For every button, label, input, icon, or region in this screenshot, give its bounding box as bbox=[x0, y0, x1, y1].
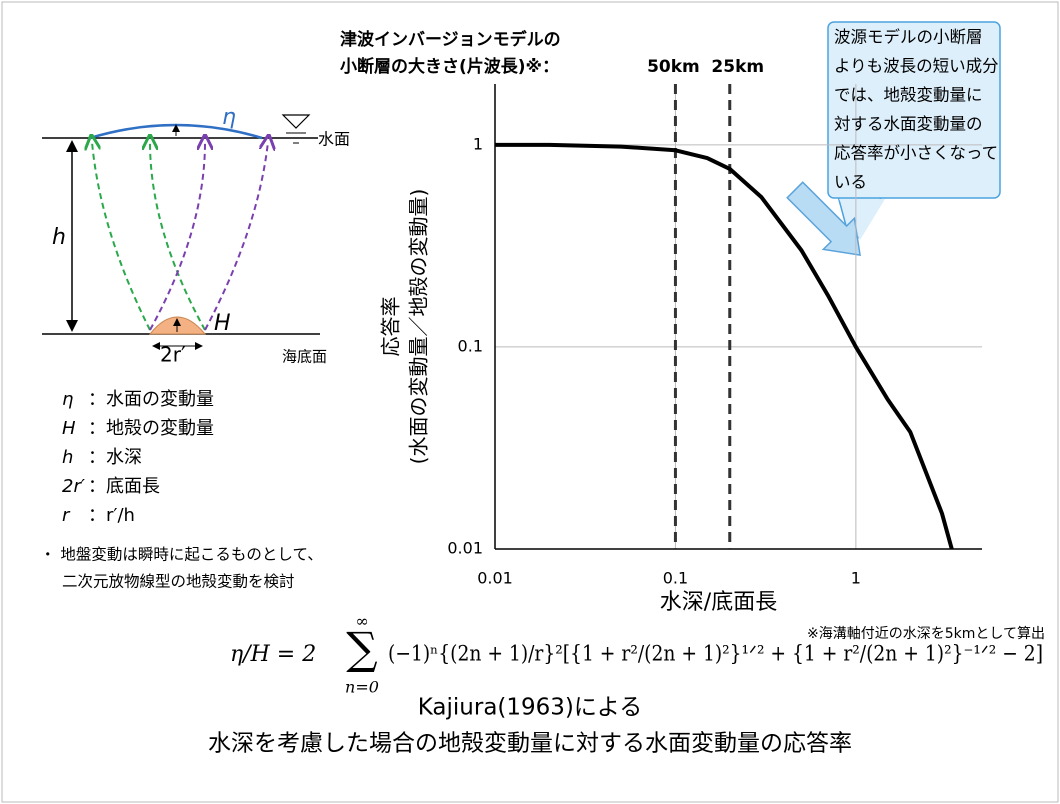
legend-text: ：水深 bbox=[88, 447, 142, 468]
surface-symbol bbox=[281, 114, 311, 129]
ray bbox=[150, 142, 206, 331]
h-amp-label: H bbox=[214, 311, 231, 336]
chart-title: 小断層の大きさ(片波長)※： bbox=[340, 56, 559, 77]
trend-arrow bbox=[786, 181, 861, 256]
x-tick-label: 0.01 bbox=[477, 569, 513, 588]
callout-text: では、地殻変動量に bbox=[834, 86, 983, 105]
legend-text: ：水面の変動量 bbox=[88, 389, 214, 410]
diagram bbox=[42, 114, 320, 350]
legend-symbol: h bbox=[62, 447, 73, 468]
callout bbox=[827, 21, 1001, 250]
callout-text: 波源モデルの小断層 bbox=[834, 27, 983, 47]
caption: Kajiura(1963)による bbox=[418, 695, 642, 721]
callout-text: いる bbox=[834, 173, 867, 192]
depth-label: h bbox=[52, 225, 66, 250]
data-line bbox=[495, 142, 954, 550]
caption: 水深を考慮した場合の地殻変動量に対する水面変動量の応答率 bbox=[208, 731, 852, 757]
x-tick-label: 1 bbox=[851, 569, 861, 588]
ray bbox=[204, 142, 268, 331]
legend-symbol: r bbox=[62, 505, 71, 526]
ray bbox=[92, 142, 151, 331]
eta-label: η bbox=[222, 105, 236, 130]
bullet-text: ・ 地盤変動は瞬時に起こるものとして、 bbox=[40, 546, 323, 564]
formula-body: (−1)ⁿ{(2n + 1)/r}²[{1 + r²/(2n + 1)²}¹ᐟ²… bbox=[388, 642, 1043, 666]
callout-text: よりも波長の短い成分 bbox=[834, 57, 999, 76]
y-axis-label: (水面の変動量／地殻の変動量) bbox=[407, 189, 431, 465]
callout-join bbox=[839, 199, 885, 240]
reference-label: 50km bbox=[647, 57, 700, 77]
reference-label: 25km bbox=[711, 57, 764, 77]
legend-text: ：r′/h bbox=[88, 505, 135, 526]
x-axis-label: 水深/底面長 bbox=[660, 590, 777, 615]
x-tick-label: 0.1 bbox=[663, 569, 688, 588]
width-label: 2r′ bbox=[160, 343, 186, 367]
bullet-text: 二次元放物線型の地殻変動を検討 bbox=[62, 573, 295, 591]
ray bbox=[149, 142, 205, 331]
legend-symbol: H bbox=[62, 418, 76, 439]
callout-box bbox=[827, 21, 1001, 199]
note: ※海溝軸付近の水深を5kmとして算出 bbox=[807, 626, 1045, 642]
callout-text: 対する水面変動量の bbox=[834, 115, 983, 134]
y-tick-label: 1 bbox=[473, 134, 483, 153]
y-tick-label: 0.1 bbox=[458, 336, 483, 355]
legend-text: ：底面長 bbox=[88, 476, 160, 497]
legend-text: ：地殻の変動量 bbox=[88, 418, 214, 439]
legend-symbol: η bbox=[62, 389, 73, 410]
formula-lower: n=0 bbox=[345, 678, 379, 697]
trend-arrow-shape bbox=[786, 181, 861, 256]
formula-upper: ∞ bbox=[355, 612, 368, 631]
formula-lhs: η/H = 2 bbox=[230, 642, 316, 667]
formula-sum: ∑ bbox=[346, 624, 377, 675]
callout-text: 応答率が小さくなって bbox=[834, 144, 998, 163]
y-axis-label: 応答率 bbox=[379, 297, 403, 357]
y-tick-label: 0.01 bbox=[447, 539, 483, 558]
surface-label: 水面 bbox=[318, 130, 350, 149]
chart-title: 津波インバージョンモデルの bbox=[340, 29, 561, 50]
seafloor-label: 海底面 bbox=[282, 348, 327, 366]
legend-symbol: 2r′ bbox=[62, 476, 85, 497]
